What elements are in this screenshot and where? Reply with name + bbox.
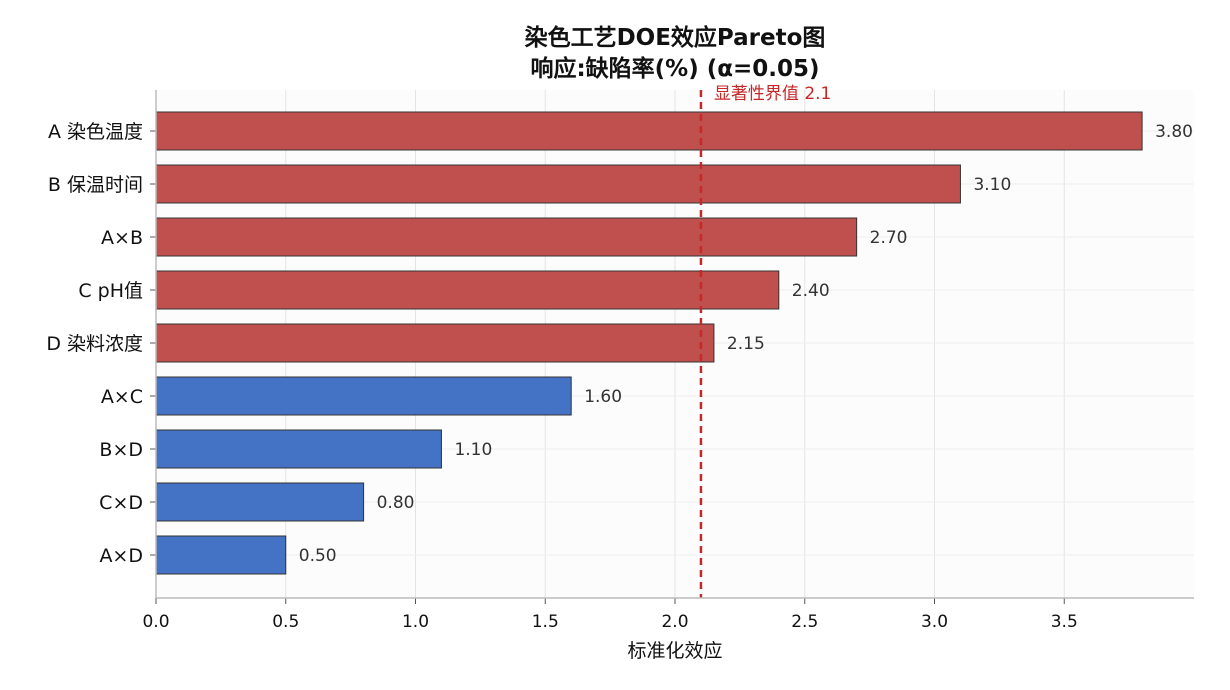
bar-value-label: 3.80 xyxy=(1155,122,1193,142)
y-tick-label: B 保温时间 xyxy=(48,174,143,196)
value-labels-group: 3.80 3.10 2.70 2.40 2.15 1.60 1.10 0.80 0.50 xyxy=(299,122,1193,566)
y-tick-label: C pH值 xyxy=(78,280,143,302)
x-tick-label: 2.0 xyxy=(661,612,688,632)
chart-title-line1: 染色工艺DOE效应Pareto图 xyxy=(525,24,826,51)
bar-value-label: 2.70 xyxy=(870,228,908,248)
bars-group xyxy=(155,111,1143,575)
y-tick-label: D 染料浓度 xyxy=(46,333,143,355)
y-tick-label: A×B xyxy=(101,227,143,249)
x-tick-labels: 0.0 0.5 1.0 1.5 2.0 2.5 3.0 3.5 xyxy=(142,612,1077,632)
y-tick-label: A 染色温度 xyxy=(48,121,143,143)
x-tick-label: 0.5 xyxy=(272,612,299,632)
bar-value-label: 0.80 xyxy=(377,493,415,513)
bar-value-label: 3.10 xyxy=(973,175,1011,195)
bar-4 xyxy=(155,323,715,363)
bar-0 xyxy=(155,111,1143,151)
y-tick-label: C×D xyxy=(99,492,143,514)
chart-title-line2: 响应:缺陷率(%) (α=0.05) xyxy=(530,55,819,82)
y-tick-label: A×D xyxy=(99,545,143,567)
bar-5 xyxy=(155,376,572,416)
bar-1 xyxy=(155,164,961,204)
x-tick-label: 0.0 xyxy=(142,612,169,632)
bar-value-label: 2.15 xyxy=(727,334,765,354)
bar-value-label: 2.40 xyxy=(792,281,830,301)
x-tick-label: 1.5 xyxy=(532,612,559,632)
bar-value-label: 0.50 xyxy=(299,546,337,566)
x-tick-label: 3.5 xyxy=(1051,612,1078,632)
x-tick-label: 1.0 xyxy=(402,612,429,632)
x-axis-label: 标准化效应 xyxy=(627,640,722,662)
x-tick-label: 2.5 xyxy=(791,612,818,632)
threshold-group: 显著性界值 2.1 xyxy=(699,84,831,598)
bar-6 xyxy=(155,429,442,469)
y-tick-label: A×C xyxy=(101,386,143,408)
y-tick-labels: A 染色温度 B 保温时间 A×B C pH值 D 染料浓度 A×C B×D C×D A×D xyxy=(46,121,143,567)
axes-group xyxy=(150,90,1194,604)
bar-8 xyxy=(155,535,287,575)
bar-value-label: 1.60 xyxy=(584,387,622,407)
bar-7 xyxy=(155,482,365,522)
threshold-label: 显著性界值 2.1 xyxy=(714,84,831,104)
bar-3 xyxy=(155,270,780,310)
y-tick-label: B×D xyxy=(99,439,143,461)
bar-value-label: 1.10 xyxy=(454,440,492,460)
bar-2 xyxy=(155,217,858,257)
x-tick-label: 3.0 xyxy=(921,612,948,632)
